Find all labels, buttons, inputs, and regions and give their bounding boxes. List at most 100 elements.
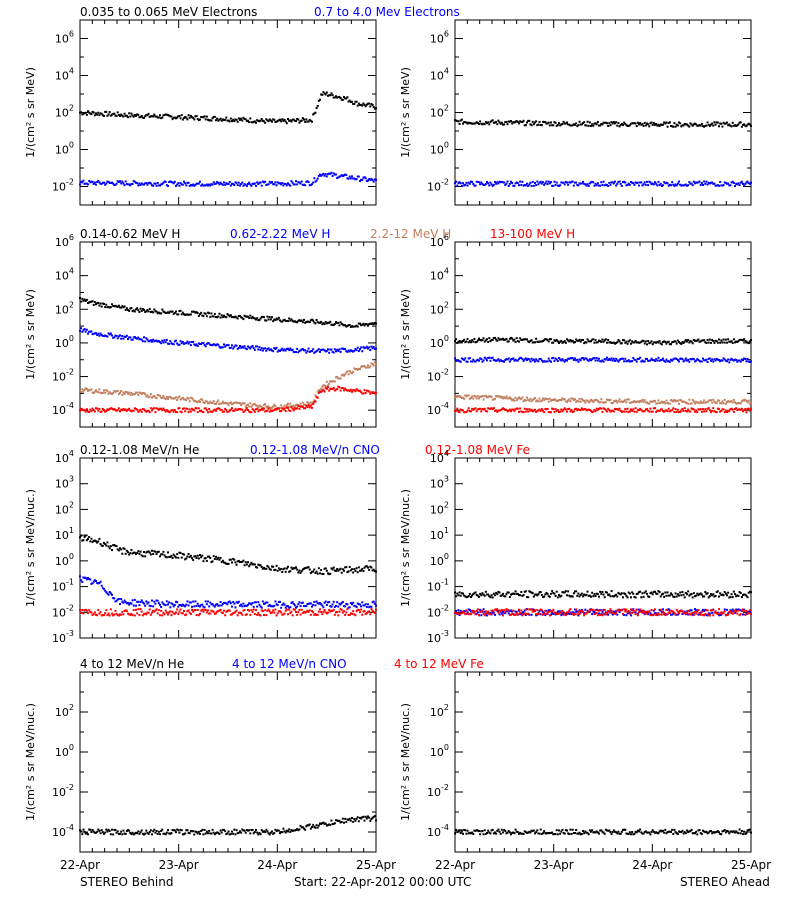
data-point <box>95 112 97 115</box>
data-point <box>726 341 728 344</box>
data-point <box>327 94 329 97</box>
data-point <box>460 340 463 343</box>
data-point <box>487 610 490 613</box>
data-point <box>208 342 211 345</box>
data-point <box>245 348 248 351</box>
data-point <box>371 347 374 350</box>
data-point <box>279 568 281 571</box>
data-point <box>315 396 318 399</box>
data-point <box>311 350 313 353</box>
data-point <box>268 180 271 183</box>
data-point <box>235 563 238 566</box>
data-point <box>560 339 563 342</box>
data-point <box>335 95 337 98</box>
data-point <box>91 333 94 336</box>
data-point <box>373 611 376 614</box>
data-point <box>330 323 333 326</box>
data-point <box>671 409 674 412</box>
data-point <box>301 347 304 350</box>
data-point <box>670 399 672 402</box>
data-point <box>719 122 722 125</box>
y-axis-label: 1/(cm² s sr MeV) <box>24 67 37 158</box>
data-point <box>479 592 482 595</box>
data-point <box>708 399 711 402</box>
data-point <box>747 591 750 594</box>
data-point <box>608 122 611 125</box>
data-point <box>247 561 249 564</box>
data-point <box>189 613 192 616</box>
data-point <box>362 176 365 179</box>
data-point <box>487 356 490 359</box>
data-point <box>651 123 654 126</box>
data-point <box>375 604 377 607</box>
data-point <box>189 313 192 316</box>
data-point <box>708 357 711 360</box>
data-point <box>564 400 567 403</box>
data-point <box>558 357 560 360</box>
data-point <box>296 568 299 571</box>
data-point <box>570 408 573 411</box>
data-point <box>500 360 503 363</box>
data-point <box>291 407 294 410</box>
data-point <box>236 560 239 563</box>
data-point <box>337 569 340 572</box>
data-point <box>136 552 139 555</box>
data-point <box>338 602 341 605</box>
data-point <box>737 594 740 597</box>
data-point <box>705 592 708 595</box>
data-point <box>148 551 151 554</box>
data-point <box>722 357 725 360</box>
data-point <box>654 590 656 593</box>
data-point <box>179 309 182 312</box>
data-point <box>534 360 536 363</box>
data-point <box>354 178 357 181</box>
data-point <box>259 614 262 617</box>
data-point <box>674 340 677 343</box>
data-point <box>112 392 115 395</box>
data-point <box>259 348 262 351</box>
data-point <box>534 408 536 411</box>
data-point <box>239 314 241 317</box>
data-point <box>518 184 520 187</box>
data-point <box>156 599 159 602</box>
data-point <box>153 182 156 185</box>
data-point <box>596 121 599 124</box>
data-point <box>698 408 701 411</box>
data-point <box>97 301 100 304</box>
data-point <box>243 345 246 348</box>
data-point <box>221 118 224 121</box>
data-point <box>268 349 271 352</box>
data-point <box>455 180 458 183</box>
data-point <box>468 612 471 615</box>
data-point <box>627 182 630 185</box>
data-point <box>561 181 564 184</box>
data-point <box>546 592 549 595</box>
data-point <box>602 593 605 596</box>
data-point <box>735 407 738 410</box>
data-point <box>747 610 750 613</box>
data-point <box>486 396 488 399</box>
data-point <box>176 116 179 119</box>
data-point <box>359 348 361 351</box>
data-point <box>495 609 498 612</box>
data-point <box>535 614 538 617</box>
data-point <box>324 600 327 603</box>
data-point <box>516 120 519 123</box>
data-point <box>186 181 189 184</box>
data-point <box>220 346 223 349</box>
data-point <box>705 410 708 413</box>
data-point <box>611 359 614 362</box>
data-point <box>136 113 139 116</box>
data-point <box>619 342 622 345</box>
data-point <box>107 113 110 116</box>
data-point <box>153 600 156 603</box>
data-point <box>178 610 181 613</box>
data-point <box>189 410 192 413</box>
data-point <box>519 180 522 183</box>
data-point <box>651 410 654 413</box>
data-point <box>107 612 110 615</box>
data-point <box>510 613 512 616</box>
data-point <box>666 401 669 404</box>
data-point <box>107 305 110 308</box>
data-point <box>748 123 751 126</box>
